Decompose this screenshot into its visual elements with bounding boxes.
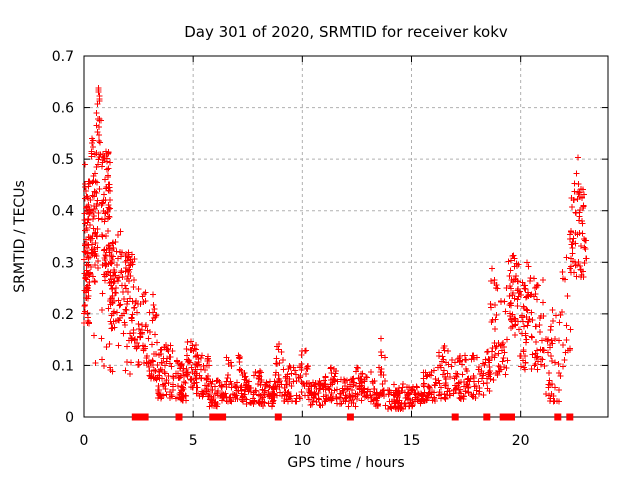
y-tick-label: 0 xyxy=(65,410,74,426)
y-tick-labels: 0 0.1 0.2 0.3 0.4 0.5 0.6 0.7 xyxy=(52,49,74,426)
y-tick-label: 0.1 xyxy=(52,358,74,374)
x-tick-label: 5 xyxy=(189,433,198,449)
y-tick-label: 0.7 xyxy=(52,49,74,65)
plot-border xyxy=(83,55,609,418)
y-tick-label: 0.6 xyxy=(52,101,74,117)
y-tick-label: 0.2 xyxy=(52,307,74,323)
scatter-points xyxy=(81,85,590,412)
x-tick-label: 20 xyxy=(512,433,530,449)
x-tick-label: 0 xyxy=(80,433,89,449)
y-tick-label: 0.5 xyxy=(52,152,74,168)
y-tick-label: 0.4 xyxy=(52,204,74,220)
x-tick-labels: 0 5 10 15 20 xyxy=(80,433,530,449)
x-tick-label: 15 xyxy=(403,433,421,449)
y-tick-label: 0.3 xyxy=(52,255,74,271)
x-tick-label: 10 xyxy=(293,433,311,449)
chart-title: Day 301 of 2020, SRMTID for receiver kok… xyxy=(184,23,508,41)
x-axis-label: GPS time / hours xyxy=(287,455,404,471)
y-axis-label: SRMTID / TECUs xyxy=(12,180,28,293)
baseline-gap-markers xyxy=(131,413,574,421)
